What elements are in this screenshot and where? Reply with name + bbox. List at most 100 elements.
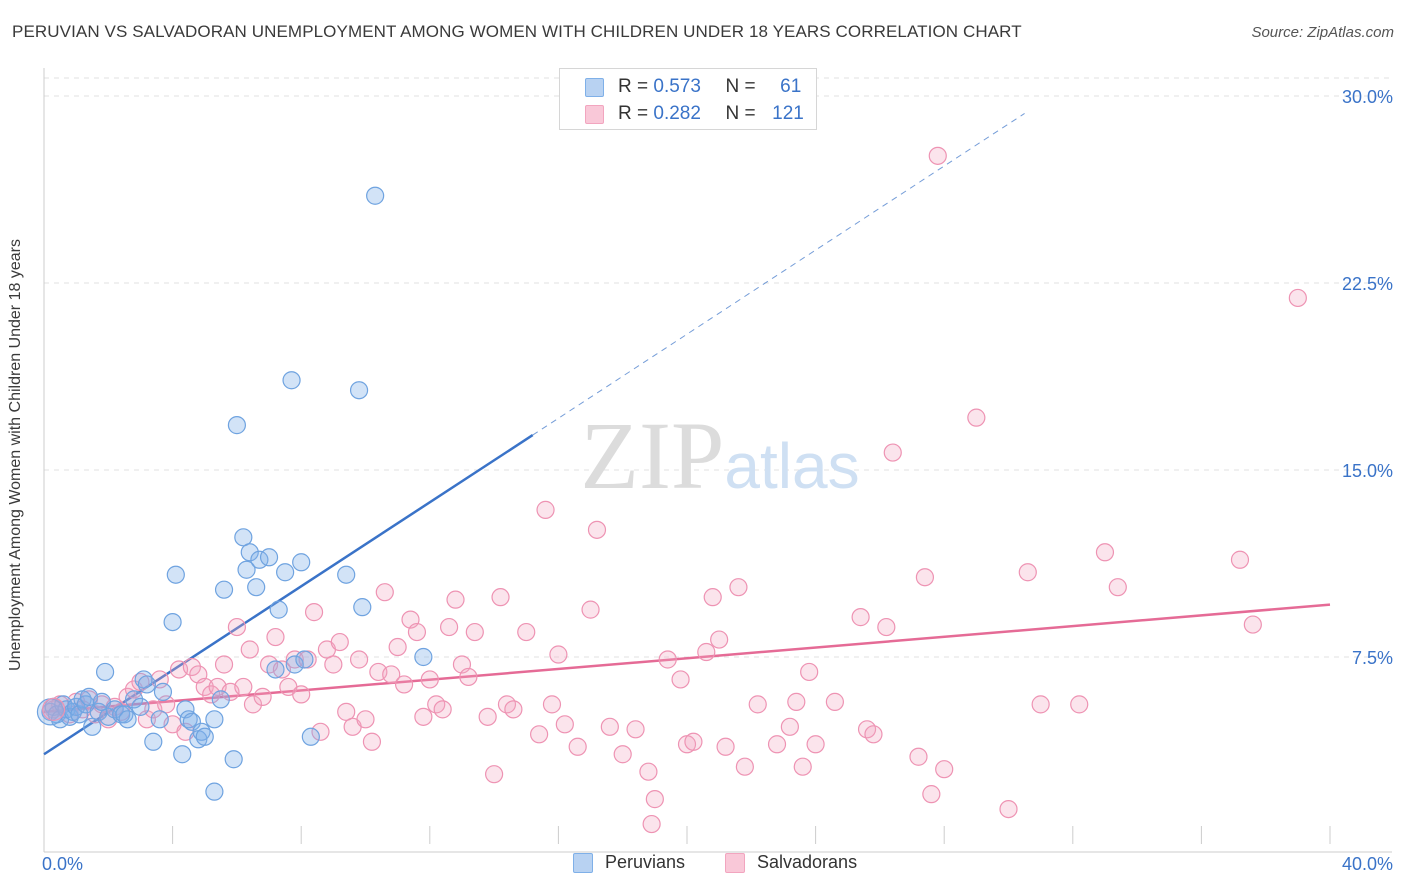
peruvian-trend-extension [532,113,1025,436]
salvadoran-point [626,720,645,739]
peruvian-point [134,670,153,689]
salvadoran-point [581,600,600,619]
salvadoran-point [388,637,407,657]
salvadoran-point [825,692,844,711]
peruvian-point [124,690,144,709]
salvadoran-point [748,695,767,714]
salvadoran-point [710,630,729,649]
salvadoran-point [234,677,253,697]
salvadoran-point [394,675,414,694]
salvadoran-point [266,627,285,647]
peruvian-point [144,732,163,751]
salvadoran-point [459,667,478,687]
series-label-peruvians: Peruvians [605,852,686,872]
peruvian-point [150,710,169,729]
salvadoran-point [639,762,658,781]
peruvian-point [211,690,230,709]
salvadoran-point [999,799,1018,819]
peruvian-point [153,682,173,702]
peruvian-point [247,578,266,597]
salvadoran-point [555,715,574,734]
peruvian-point [179,710,198,729]
salvadoran-point [787,692,806,711]
peruvian-point [234,528,253,547]
peruvian-point [295,650,314,669]
peruvian-point [182,712,201,731]
salvadoran-point [330,632,349,652]
salvadoran-point [800,662,819,682]
peruvian-point [259,548,279,567]
salvadoran-point [504,700,523,719]
y-axis-label: Unemployment Among Women with Children U… [7,239,24,671]
x-tick-label: 40.0% [1342,854,1393,874]
salvadoran-point [658,650,677,669]
salvadoran-point [793,757,812,776]
tick-labels: 7.5% 15.0% 22.5% 30.0% 0.0% 40.0% [42,87,1393,874]
peruvian-point [83,717,102,736]
salvadoran-point [517,622,536,642]
legend-swatch-salvadorans [585,104,604,124]
y-tick-label: 22.5% [1342,274,1393,294]
y-tick-label: 7.5% [1352,648,1393,668]
peruvian-point [227,416,246,435]
peruvian-point [269,600,288,619]
axes [43,68,1392,853]
salvadoran-point [915,568,935,587]
peruvian-point [366,186,385,205]
chart-title: PERUVIAN VS SALVADORAN UNEMPLOYMENT AMON… [12,22,1022,41]
peruvian-point [414,647,433,667]
salvadoran-point [304,603,324,622]
peruvian-point [214,580,234,599]
salvadoran-point [935,760,954,779]
peruvian-point [137,675,156,694]
salvadoran-point [671,670,690,689]
peruvian-point [224,750,243,769]
peruvian-point [205,710,224,729]
watermark: ZIPatlas [580,402,859,509]
salvadoran-point [420,670,439,689]
salvadoran-point [542,695,562,714]
legend-r-label: R = [618,103,649,124]
salvadoran-point [684,732,703,751]
salvadoran-point [1018,563,1037,582]
peruvian-point [240,543,259,562]
salvadoran-point [285,650,304,669]
salvadoran-point [42,697,66,721]
salvadoran-point [600,717,619,736]
legend-n-label: N = [725,103,756,124]
salvadoran-point [202,685,221,704]
peruvian-point [349,381,369,400]
salvadoran-point [362,732,382,751]
salvadoran-point [703,588,722,607]
peruvian-point [237,560,256,579]
salvadoran-point [414,707,433,726]
legend-n-label: N = [725,76,756,97]
salvadoran-point [439,617,459,637]
peruvian-point [266,660,285,679]
salvadoran-point [568,737,587,756]
salvadoran-point [491,588,510,607]
y-tick-label: 15.0% [1342,461,1393,481]
peruvian-point [276,563,295,582]
peruvian-point [285,655,304,674]
salvadoran-point [767,735,787,754]
salvadoran-point [536,500,555,519]
salvadoran-point [1070,695,1089,714]
legend-r-label: R = [618,76,649,97]
salvadoran-point [433,700,452,719]
source-label: Source: ZipAtlas.com [1251,24,1394,41]
salvadoran-point [240,640,259,659]
peruvian-point [301,727,320,746]
salvadoran-point [292,685,311,704]
peruvian-point [353,598,372,617]
peruvian-point [192,722,211,741]
salvadoran-point [780,717,799,736]
salvadoran-point [613,745,632,764]
salvadoran-point [1230,550,1250,569]
salvadoran-trend-line [43,603,1331,714]
salvadoran-point [877,617,896,637]
salvadoran-point [549,645,568,664]
salvadoran-point [227,617,246,637]
salvadoran-point [311,722,330,741]
